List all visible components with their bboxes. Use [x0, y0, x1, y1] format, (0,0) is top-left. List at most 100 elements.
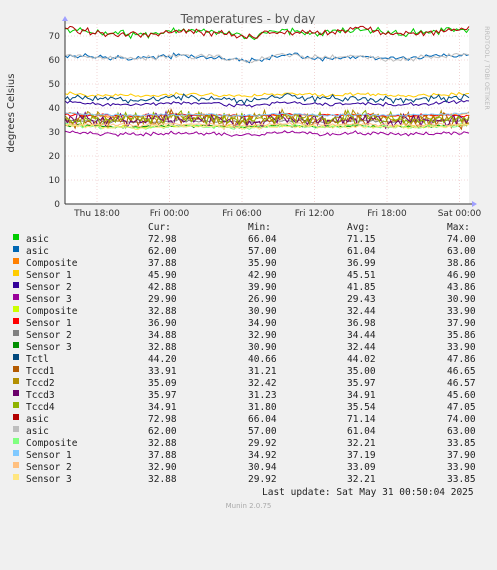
legend-max: 37.90 — [447, 450, 476, 461]
legend-avg: 61.04 — [347, 246, 376, 257]
legend-name: asic — [26, 414, 49, 425]
legend-row: Tccd4 34.91 31.80 35.54 47.05 — [0, 402, 497, 414]
legend-max: 46.57 — [447, 378, 476, 389]
legend-min: 42.90 — [248, 270, 277, 281]
legend-name: Sensor 1 — [26, 270, 72, 281]
legend-avg: 32.21 — [347, 438, 376, 449]
legend-avg: 36.99 — [347, 258, 376, 269]
legend-header-max: Max: — [447, 222, 470, 233]
legend-swatch — [13, 438, 19, 444]
legend-avg: 41.85 — [347, 282, 376, 293]
legend-avg: 37.19 — [347, 450, 376, 461]
legend-row: Tccd2 35.09 32.42 35.97 46.57 — [0, 378, 497, 390]
series-line — [64, 121, 470, 128]
series-line — [64, 123, 470, 130]
legend-min: 31.23 — [248, 390, 277, 401]
legend-name: Sensor 1 — [26, 450, 72, 461]
legend-header-cur: Cur: — [148, 222, 171, 233]
series-line — [64, 52, 470, 64]
legend-name: Sensor 3 — [26, 294, 72, 305]
legend-min: 66.04 — [248, 414, 277, 425]
legend-max: 33.90 — [447, 306, 476, 317]
legend-cur: 37.88 — [148, 450, 177, 461]
legend-cur: 32.88 — [148, 306, 177, 317]
legend-max: 63.00 — [447, 246, 476, 257]
series-line — [64, 130, 470, 137]
legend-header-min: Min: — [248, 222, 271, 233]
legend-max: 33.85 — [447, 474, 476, 485]
legend-avg: 35.97 — [347, 378, 376, 389]
legend-swatch — [13, 270, 19, 276]
legend-min: 34.92 — [248, 450, 277, 461]
y-tick-label: 50 — [49, 80, 61, 90]
legend-cur: 42.88 — [148, 282, 177, 293]
legend-row: Composite 32.88 29.92 32.21 33.85 — [0, 438, 497, 450]
legend-avg: 33.09 — [347, 462, 376, 473]
legend-avg: 71.14 — [347, 414, 376, 425]
legend-avg: 44.02 — [347, 354, 376, 365]
series-line — [64, 108, 470, 128]
legend-avg: 32.44 — [347, 306, 376, 317]
legend-avg: 29.43 — [347, 294, 376, 305]
legend-avg: 35.00 — [347, 366, 376, 377]
legend-swatch — [13, 258, 19, 264]
legend-cur: 34.91 — [148, 402, 177, 413]
legend-max: 45.60 — [447, 390, 476, 401]
legend-max: 33.90 — [447, 342, 476, 353]
legend-max: 37.90 — [447, 318, 476, 329]
legend-cur: 35.09 — [148, 378, 177, 389]
legend-name: Tccd2 — [26, 378, 55, 389]
legend-name: Sensor 1 — [26, 318, 72, 329]
legend-cur: 34.88 — [148, 330, 177, 341]
legend-max: 43.86 — [447, 282, 476, 293]
legend-max: 46.65 — [447, 366, 476, 377]
legend-swatch — [13, 246, 19, 252]
legend-min: 57.00 — [248, 246, 277, 257]
legend-cur: 32.88 — [148, 438, 177, 449]
legend-row: Sensor 2 42.88 39.90 41.85 43.86 — [0, 282, 497, 294]
legend-max: 74.00 — [447, 234, 476, 245]
legend-row: Sensor 1 36.90 34.90 36.98 37.90 — [0, 318, 497, 330]
legend-swatch — [13, 354, 19, 360]
legend-row: Composite 37.88 35.90 36.99 38.86 — [0, 258, 497, 270]
legend-header: Cur: Min: Avg: Max: — [0, 222, 497, 234]
series-line — [64, 99, 470, 108]
legend-row: asic 72.98 66.04 71.14 74.00 — [0, 414, 497, 426]
legend-row: Sensor 3 32.88 30.90 32.44 33.90 — [0, 342, 497, 354]
legend-min: 32.90 — [248, 330, 277, 341]
legend-max: 33.90 — [447, 462, 476, 473]
legend-swatch — [13, 414, 19, 420]
legend-min: 32.42 — [248, 378, 277, 389]
legend-row: Sensor 1 37.88 34.92 37.19 37.90 — [0, 450, 497, 462]
legend-max: 30.90 — [447, 294, 476, 305]
legend-avg: 32.44 — [347, 342, 376, 353]
legend-min: 34.90 — [248, 318, 277, 329]
chart-title: Temperatures - by day — [180, 12, 316, 26]
legend-cur: 72.98 — [148, 234, 177, 245]
legend-swatch — [13, 342, 19, 348]
axes: 0 10 20 30 40 50 60 70 Thu 18:00 Fri 00:00 Fri 06:… — [49, 16, 482, 219]
legend-min: 30.90 — [248, 342, 277, 353]
legend-row: Sensor 1 45.90 42.90 45.51 46.90 — [0, 270, 497, 282]
legend-name: Tccd4 — [26, 402, 55, 413]
rrdtool-credit: RRDTOOL / TOBI OETIKER — [483, 26, 491, 110]
y-tick-label: 30 — [49, 128, 61, 138]
legend: Cur: Min: Avg: Max: asic 72.98 66.04 71.… — [0, 222, 497, 486]
legend-swatch — [13, 282, 19, 288]
legend-swatch — [13, 474, 19, 480]
legend-row: Tccd3 35.97 31.23 34.91 45.60 — [0, 390, 497, 402]
x-tick-label: Sat 00:00 — [438, 209, 482, 219]
legend-max: 35.86 — [447, 330, 476, 341]
legend-min: 40.66 — [248, 354, 277, 365]
legend-name: Tctl — [26, 354, 49, 365]
legend-header-avg: Avg: — [347, 222, 370, 233]
legend-cur: 72.98 — [148, 414, 177, 425]
legend-swatch — [13, 330, 19, 336]
y-tick-label: 0 — [54, 200, 60, 210]
legend-avg: 45.51 — [347, 270, 376, 281]
legend-name: asic — [26, 234, 49, 245]
legend-avg: 34.91 — [347, 390, 376, 401]
legend-max: 74.00 — [447, 414, 476, 425]
legend-min: 30.90 — [248, 306, 277, 317]
legend-cur: 45.90 — [148, 270, 177, 281]
